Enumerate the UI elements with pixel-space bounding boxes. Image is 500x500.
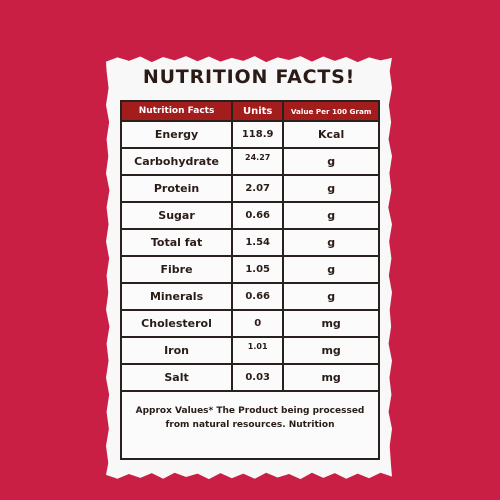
nutrient-name: Salt	[122, 364, 234, 392]
header-nutrition-facts: Nutrition Facts	[122, 102, 234, 122]
nutrition-card: NUTRITION FACTS! Nutrition Facts Units V…	[106, 56, 392, 480]
nutrient-name: Iron	[122, 337, 234, 365]
nutrient-value: 0.66	[232, 283, 285, 311]
table-row: Total fat 1.54 g	[122, 229, 378, 257]
table-row: Iron 1.01 mg	[122, 337, 378, 365]
nutrient-unit: g	[283, 283, 378, 311]
nutrient-name: Energy	[122, 121, 234, 149]
header-units: Units	[232, 102, 285, 122]
nutrient-name: Minerals	[122, 283, 234, 311]
table-row: Carbohydrate 24.27 g	[122, 148, 378, 176]
nutrient-unit: g	[283, 148, 378, 176]
table-row: Salt 0.03 mg	[122, 364, 378, 392]
nutrient-name: Total fat	[122, 229, 234, 257]
nutrient-value: 1.05	[232, 256, 285, 284]
nutrient-unit: Kcal	[283, 121, 378, 149]
table-row: Sugar 0.66 g	[122, 202, 378, 230]
nutrient-unit: mg	[283, 337, 378, 365]
nutrient-value: 0	[232, 310, 285, 338]
card-title: NUTRITION FACTS!	[142, 66, 356, 88]
table-row: Energy 118.9 Kcal	[122, 121, 378, 149]
nutrient-name: Carbohydrate	[122, 148, 234, 176]
nutrient-name: Protein	[122, 175, 234, 203]
table-footer-row: Approx Values* The Product being process…	[122, 391, 378, 445]
table-row: Fibre 1.05 g	[122, 256, 378, 284]
nutrient-name: Fibre	[122, 256, 234, 284]
table-footer-note: Approx Values* The Product being process…	[135, 406, 365, 430]
nutrient-unit: g	[283, 256, 378, 284]
nutrient-unit: mg	[283, 310, 378, 338]
nutrient-unit: g	[283, 229, 378, 257]
nutrient-value: 118.9	[232, 121, 285, 149]
nutrient-value: 24.27	[232, 148, 285, 176]
nutrient-value: 0.03	[232, 364, 285, 392]
nutrient-name: Cholesterol	[122, 310, 234, 338]
table-header-row: Nutrition Facts Units Value Per 100 Gram	[122, 102, 378, 122]
nutrient-unit: mg	[283, 364, 378, 392]
table-row: Cholesterol 0 mg	[122, 310, 378, 338]
nutrient-unit: g	[283, 202, 378, 230]
header-value-per-100-gram: Value Per 100 Gram	[283, 102, 378, 122]
nutrient-unit: g	[283, 175, 378, 203]
nutrient-value: 1.54	[232, 229, 285, 257]
nutrition-table: Nutrition Facts Units Value Per 100 Gram…	[122, 102, 378, 445]
table-row: Minerals 0.66 g	[122, 283, 378, 311]
nutrition-table-container: Nutrition Facts Units Value Per 100 Gram…	[120, 100, 380, 460]
nutrient-value: 0.66	[232, 202, 285, 230]
nutrient-value: 2.07	[232, 175, 285, 203]
nutrient-name: Sugar	[122, 202, 234, 230]
nutrient-value: 1.01	[232, 337, 285, 365]
table-row: Protein 2.07 g	[122, 175, 378, 203]
